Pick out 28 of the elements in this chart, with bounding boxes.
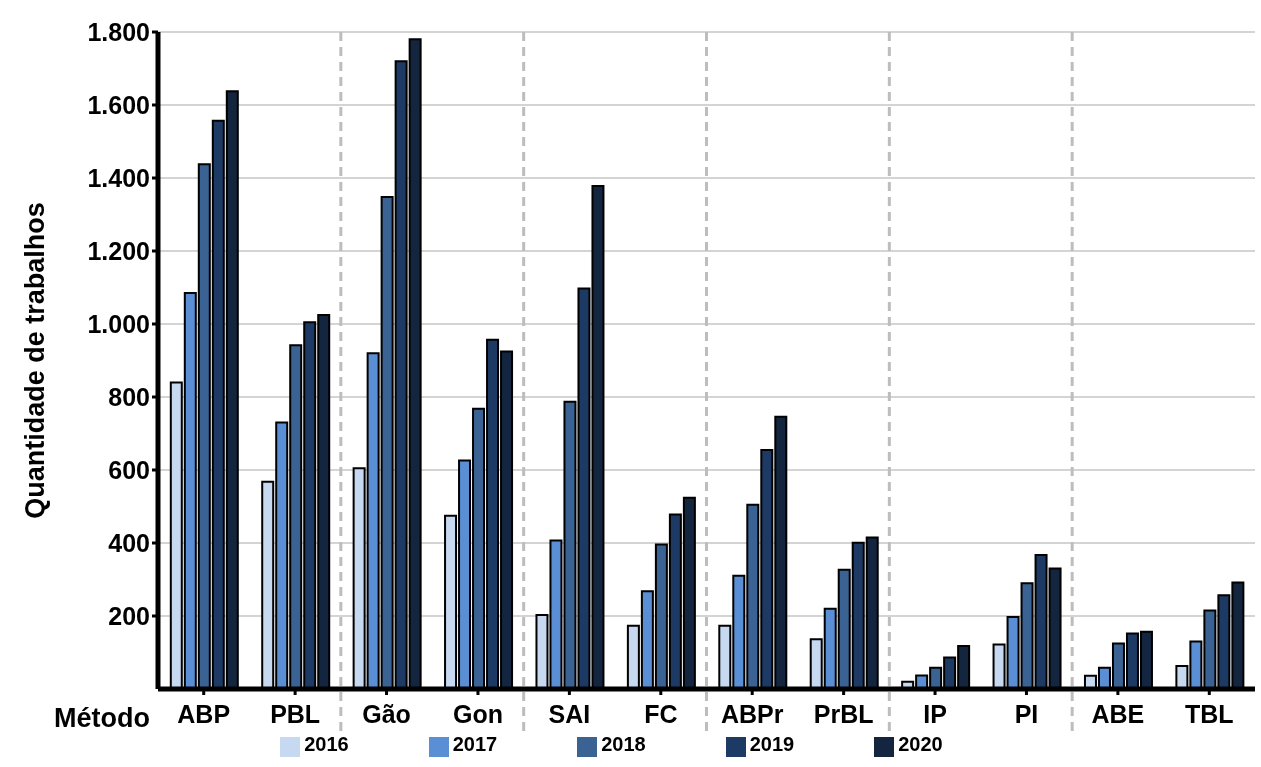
legend-label: 2017 <box>452 733 498 755</box>
x-tick-label: IP <box>923 699 947 728</box>
y-tick-label: 1.800 <box>87 17 150 46</box>
y-tick-label: 1.000 <box>87 309 150 338</box>
x-tick-label: ABPr <box>720 699 784 728</box>
x-axis-title: Método <box>54 703 150 733</box>
y-tick-label: 1.400 <box>87 163 150 192</box>
y-tick-label: 800 <box>108 382 150 411</box>
x-tick-label: Gon <box>452 699 503 728</box>
x-tick-label: PI <box>1014 699 1039 728</box>
x-tick-label: TBL <box>1184 699 1234 728</box>
legend-label: 2018 <box>601 733 646 755</box>
y-tick-label: 1.200 <box>87 236 150 265</box>
legend-label: 2020 <box>898 733 943 755</box>
legend-label: 2019 <box>749 733 795 755</box>
y-tick-label: 200 <box>108 601 150 630</box>
y-tick-label: 1.600 <box>87 90 150 119</box>
x-tick-label: FC <box>644 699 678 728</box>
x-tick-label: PrBL <box>813 699 874 728</box>
y-axis-title: Quantidade de trabalhos <box>19 202 50 519</box>
x-tick-label: ABE <box>1091 699 1145 728</box>
legend-label: 2016 <box>304 733 349 755</box>
x-tick-label: PBL <box>270 699 321 728</box>
y-tick-label: 400 <box>108 528 150 557</box>
x-tick-label: Gão <box>362 699 411 728</box>
x-tick-label: ABP <box>177 699 231 728</box>
y-tick-label: 600 <box>108 455 150 484</box>
x-tick-label: SAI <box>548 699 591 728</box>
